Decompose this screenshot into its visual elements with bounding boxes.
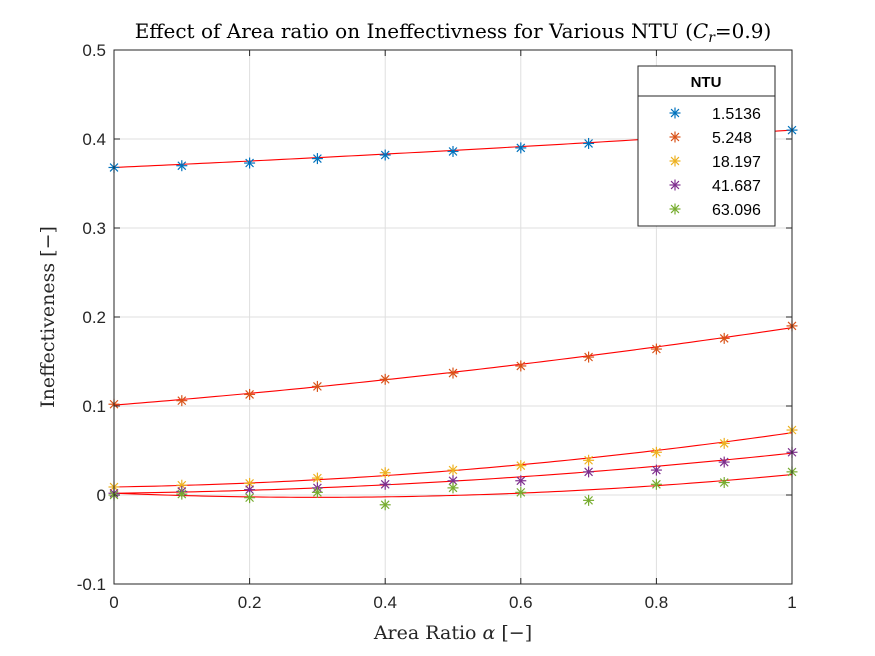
data-point	[244, 388, 256, 400]
x-tick-label: 1	[787, 593, 796, 612]
data-point	[379, 499, 391, 511]
data-point	[718, 456, 730, 468]
x-axis-label-tail: [−]	[495, 622, 532, 644]
y-axis-label: Ineffectiveness [−]	[37, 226, 59, 408]
chart-title-math-sub: r	[708, 30, 716, 46]
series-2-markers	[108, 320, 798, 410]
data-point	[583, 137, 595, 149]
data-point	[311, 153, 323, 165]
data-point	[379, 373, 391, 385]
chart-title: Effect of Area ratio on Ineffectivness f…	[135, 19, 772, 46]
data-point	[718, 437, 730, 449]
chart-title-tail: =0.9)	[715, 19, 771, 43]
x-tick-label: 0.4	[373, 593, 397, 612]
y-tick-label: 0.2	[82, 308, 106, 327]
chart-title-text: Effect of Area ratio on Ineffectivness f…	[135, 19, 693, 43]
data-point	[311, 380, 323, 392]
y-tick-label: 0.4	[82, 130, 106, 149]
legend-marker	[669, 203, 681, 215]
series-5-markers	[108, 466, 798, 511]
data-point	[176, 479, 188, 491]
x-axis-label-text: Area Ratio	[373, 622, 483, 644]
legend-item: 63.096	[669, 202, 761, 219]
legend-label: 63.096	[712, 202, 761, 219]
y-tick-label: 0	[97, 486, 106, 505]
legend-label: 18.197	[712, 154, 761, 171]
data-point	[176, 395, 188, 407]
data-point	[244, 492, 256, 504]
fit-curve-series-5	[113, 473, 793, 498]
y-tick-label: 0.3	[82, 219, 106, 238]
data-point	[718, 477, 730, 489]
x-tick-label: 0.8	[645, 593, 669, 612]
data-point	[718, 332, 730, 344]
legend-marker	[669, 179, 681, 191]
legend-item: 18.197	[669, 154, 761, 171]
legend-label: 5.248	[712, 130, 752, 147]
legend-items: 1.5136 5.248 18.197 41.687 63.096	[669, 106, 761, 219]
data-point	[515, 142, 527, 154]
x-axis-label: Area Ratio α [−]	[373, 622, 532, 644]
data-point	[447, 482, 459, 494]
data-point	[379, 467, 391, 479]
y-axis-ticks: -0.1 0 0.1 0.2 0.3 0.4 0.5	[77, 41, 792, 594]
data-point	[176, 488, 188, 500]
data-point	[176, 160, 188, 172]
data-point	[650, 478, 662, 490]
x-tick-label: 0.2	[238, 593, 262, 612]
legend-box	[637, 65, 776, 227]
legend-marker	[669, 155, 681, 167]
data-point	[583, 351, 595, 363]
legend-item: 1.5136	[669, 106, 761, 123]
legend-title: NTU	[691, 74, 722, 91]
x-tick-label: 0.6	[509, 593, 533, 612]
legend-label: 1.5136	[712, 106, 761, 123]
legend-label: 41.687	[712, 178, 761, 195]
data-point	[583, 454, 595, 466]
data-point	[515, 486, 527, 498]
data-point	[379, 478, 391, 490]
data-point	[379, 149, 391, 161]
legend-item: 41.687	[669, 178, 761, 195]
legend-marker	[669, 107, 681, 119]
data-point	[583, 466, 595, 478]
x-axis-label-math: α	[483, 622, 496, 644]
data-point	[311, 472, 323, 484]
data-point	[244, 157, 256, 169]
data-point	[515, 475, 527, 487]
y-tick-label: -0.1	[77, 575, 106, 594]
x-axis-ticks: 0 0.2 0.4 0.6 0.8 1	[109, 50, 797, 612]
y-tick-label: 0.1	[82, 397, 106, 416]
data-point	[650, 446, 662, 458]
data-point	[515, 360, 527, 372]
data-point	[447, 145, 459, 157]
data-point	[447, 464, 459, 476]
data-point	[650, 464, 662, 476]
data-point	[515, 460, 527, 472]
legend: NTU 1.5136 5.248 18.197 41.687 63.096	[637, 65, 776, 227]
legend-marker	[669, 131, 681, 143]
data-point	[447, 367, 459, 379]
series-3-markers	[108, 424, 798, 493]
data-point	[311, 486, 323, 498]
y-tick-label: 0.5	[82, 41, 106, 60]
x-tick-label: 0	[109, 593, 118, 612]
legend-item: 5.248	[669, 130, 752, 147]
chart-title-math: C	[693, 19, 708, 43]
data-point	[583, 494, 595, 506]
data-point	[650, 343, 662, 355]
